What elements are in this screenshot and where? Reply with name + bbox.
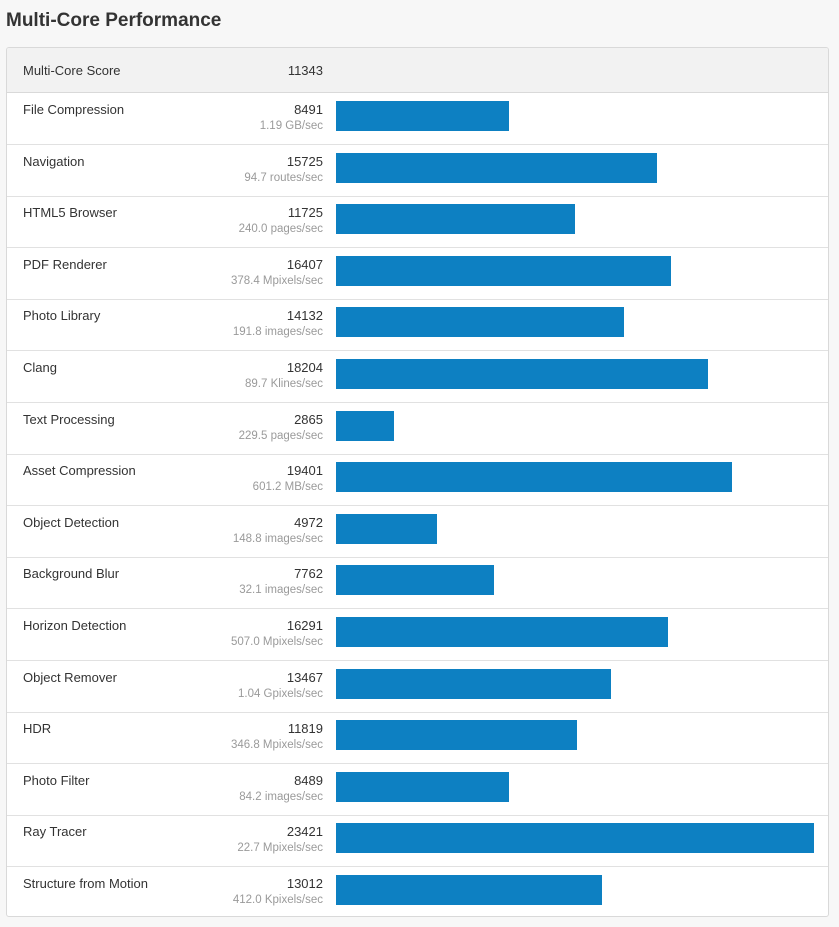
benchmark-rate: 94.7 routes/sec xyxy=(244,171,323,184)
benchmark-row: Ray Tracer 23421 22.7 Mpixels/sec xyxy=(7,815,828,868)
multi-core-score-label: Multi-Core Score xyxy=(23,63,121,78)
benchmark-rate: 191.8 images/sec xyxy=(232,326,323,339)
benchmark-rate: 32.1 images/sec xyxy=(239,584,323,597)
benchmark-score: 18204 xyxy=(286,360,323,375)
benchmark-bar xyxy=(336,513,437,544)
benchmark-score: 11819 xyxy=(287,721,323,737)
benchmark-score: 11725 xyxy=(287,205,323,221)
benchmark-score: 15725 xyxy=(286,153,323,169)
benchmark-score: 4972 xyxy=(294,514,323,530)
benchmark-row: Horizon Detection 16291 507.0 Mpixels/sec xyxy=(7,609,828,661)
benchmark-score: 14132 xyxy=(286,308,323,324)
benchmark-bar xyxy=(336,255,671,286)
benchmark-score: 23421 xyxy=(286,824,323,840)
benchmark-rate: 1.04 Gpixels/sec xyxy=(237,687,323,700)
benchmark-name: Clang xyxy=(23,360,57,375)
benchmark-name: Object Remover xyxy=(23,669,117,685)
benchmark-row: File Compression 8491 1.19 GB/sec xyxy=(7,93,828,145)
benchmark-row: Object Remover 13467 1.04 Gpixels/sec xyxy=(7,661,828,713)
benchmark-rate: 507.0 Mpixels/sec xyxy=(230,636,323,648)
benchmark-bar xyxy=(336,462,732,493)
benchmark-row: Photo Library 14132 191.8 images/sec xyxy=(7,299,828,352)
benchmark-bar xyxy=(336,668,611,699)
benchmark-rate: 378.4 Mpixels/sec xyxy=(230,274,323,287)
benchmark-rate: 240.0 pages/sec xyxy=(238,223,323,236)
benchmark-bar xyxy=(336,720,577,751)
benchmark-row: Structure from Motion 13012 412.0 Kpixels/… xyxy=(7,867,828,916)
benchmark-name: HTML5 Browser xyxy=(23,205,117,221)
benchmark-bar xyxy=(336,771,509,802)
benchmark-name: Asset Compression xyxy=(23,463,136,479)
benchmark-bar xyxy=(336,565,494,596)
benchmark-bar xyxy=(336,875,602,905)
benchmark-name: HDR xyxy=(23,721,52,737)
benchmark-score: 8489 xyxy=(294,772,323,788)
benchmark-name: Object Detection xyxy=(23,514,120,530)
benchmark-score: 8491 xyxy=(294,102,323,117)
benchmark-rate: 89.7 Klines/sec xyxy=(245,378,323,390)
benchmark-row: HTML5 Browser 11725 240.0 pages/sec xyxy=(7,196,828,249)
benchmark-row: Text Processing 2865 229.5 pages/sec xyxy=(7,403,828,455)
benchmark-rate: 1.19 GB/sec xyxy=(259,120,323,132)
benchmark-row: Background Blur 7762 32.1 images/sec xyxy=(7,557,828,610)
benchmark-score: 13012 xyxy=(286,876,323,891)
benchmark-rate: 229.5 pages/sec xyxy=(238,429,323,442)
benchmark-bar xyxy=(336,307,624,338)
benchmark-row: Navigation 15725 94.7 routes/sec xyxy=(7,145,828,197)
benchmark-rate: 412.0 Kpixels/sec xyxy=(232,894,323,906)
benchmark-score: 13467 xyxy=(286,669,323,685)
benchmark-bar xyxy=(336,204,575,235)
benchmark-row: HDR 11819 346.8 Mpixels/sec xyxy=(7,712,828,765)
multi-core-score-header: Multi-Core Score 11343 xyxy=(7,48,828,93)
benchmark-score: 7762 xyxy=(294,566,323,582)
benchmark-score: 2865 xyxy=(294,411,323,427)
benchmark-name: Ray Tracer xyxy=(23,824,87,840)
benchmark-score: 16291 xyxy=(286,618,323,633)
benchmark-rate: 148.8 images/sec xyxy=(232,532,323,545)
benchmark-name: File Compression xyxy=(23,102,125,117)
page-title: Multi-Core Performance xyxy=(6,10,222,31)
benchmark-bar xyxy=(336,359,708,389)
benchmark-name: Background Blur xyxy=(23,566,120,582)
benchmark-name: Structure from Motion xyxy=(23,876,148,891)
benchmark-name: Photo Filter xyxy=(23,772,90,788)
benchmark-rate: 346.8 Mpixels/sec xyxy=(230,739,323,752)
benchmark-name: PDF Renderer xyxy=(23,256,107,272)
benchmark-rate: 601.2 MB/sec xyxy=(252,481,323,494)
benchmark-bar xyxy=(336,152,657,183)
benchmark-rate: 22.7 Mpixels/sec xyxy=(237,842,323,855)
benchmark-score: 16407 xyxy=(286,256,323,272)
benchmark-name: Photo Library xyxy=(23,308,101,324)
benchmark-row: PDF Renderer 16407 378.4 Mpixels/sec xyxy=(7,248,828,300)
benchmark-row: Object Detection 4972 148.8 images/sec xyxy=(7,506,828,558)
benchmark-bar xyxy=(336,617,668,647)
benchmark-row: Asset Compression 19401 601.2 MB/sec xyxy=(7,454,828,507)
benchmark-row: Clang 18204 89.7 Klines/sec xyxy=(7,351,828,403)
benchmark-name: Text Processing xyxy=(23,411,115,427)
multi-core-score-value: 11343 xyxy=(287,63,323,78)
benchmark-panel: Multi-Core Score 11343 File Compression 8… xyxy=(6,47,829,917)
benchmark-score: 19401 xyxy=(286,463,323,479)
benchmark-bar xyxy=(336,101,509,131)
benchmark-name: Navigation xyxy=(23,153,85,169)
benchmark-bar xyxy=(336,823,814,854)
benchmark-rate: 84.2 images/sec xyxy=(239,790,323,803)
benchmark-name: Horizon Detection xyxy=(23,618,127,633)
benchmark-row: Photo Filter 8489 84.2 images/sec xyxy=(7,764,828,816)
benchmark-bar xyxy=(336,410,394,441)
